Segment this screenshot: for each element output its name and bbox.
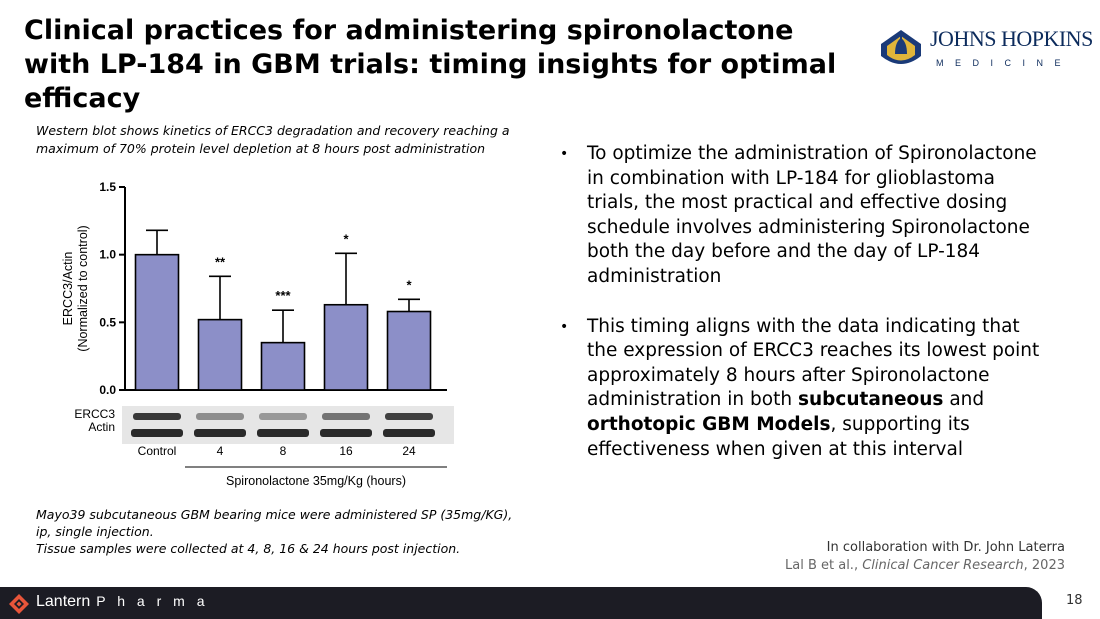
x-tick-label-Control: Control	[138, 444, 177, 458]
footer-brand: Lantern P h a r m a	[36, 593, 208, 611]
y-axis-label-2: (Normalized to control)	[76, 225, 90, 351]
credit-authors: Lal B et al.,	[785, 558, 863, 573]
ercc3-band-8	[259, 413, 307, 420]
johns-hopkins-logo: JOHNS HOPKINS MEDICINE	[878, 22, 1093, 72]
credit-year: , 2023	[1023, 558, 1065, 573]
y-tick-label: 0.5	[99, 315, 116, 329]
y-tick-label: 0.0	[99, 383, 116, 397]
x-axis-label: Spironolactone 35mg/Kg (hours)	[226, 474, 406, 488]
y-tick-label: 1.0	[99, 248, 116, 262]
bar-4	[197, 318, 243, 391]
y-axis-label: ERCC3/Actin	[61, 252, 75, 326]
bullet-2-mid: and	[943, 389, 985, 411]
x-tick-label-16: 16	[339, 444, 353, 458]
significance-24: *	[406, 277, 412, 292]
blot-label-ercc3: ERCC3	[74, 407, 115, 421]
page-title: Clinical practices for administering spi…	[24, 15, 837, 114]
ercc3-band-16	[322, 413, 370, 420]
actin-band-16	[320, 429, 372, 437]
bullet-item-1: • To optimize the administration of Spir…	[560, 142, 1040, 290]
bullet-2-pre: This timing aligns with the data indicat…	[587, 315, 1040, 411]
x-tick-label-4: 4	[217, 444, 224, 458]
bar-Control	[134, 253, 180, 391]
caption-top: Western blot shows kinetics of ERCC3 deg…	[36, 123, 510, 156]
bullet-dot-icon: •	[560, 146, 569, 162]
x-tick-label-8: 8	[280, 444, 287, 458]
bullet-item-2: • This timing aligns with the data indic…	[560, 315, 1040, 463]
actin-band-8	[257, 429, 309, 437]
bullet-2-bold-2: orthotopic GBM Models	[587, 413, 831, 435]
caption-line-2: ip, single injection.	[36, 524, 154, 539]
ercc3-band-Control	[133, 413, 181, 420]
bar-24	[386, 310, 432, 391]
bullet-text-2: This timing aligns with the data indicat…	[587, 316, 1039, 460]
footer-bar: Lantern P h a r m a	[0, 587, 1042, 619]
actin-band-24	[383, 429, 435, 437]
bullet-text-1: To optimize the administration of Spiron…	[587, 143, 1037, 287]
significance-4: **	[215, 254, 226, 269]
credit-journal: Clinical Cancer Research	[862, 558, 1024, 573]
brand-name: Lantern	[36, 593, 91, 610]
bar-8	[260, 341, 306, 391]
credit: In collaboration with Dr. John Laterra L…	[785, 539, 1065, 575]
caption-bottom: Mayo39 subcutaneous GBM bearing mice wer…	[36, 506, 513, 557]
credit-line-1: In collaboration with Dr. John Laterra	[826, 540, 1065, 555]
brand-sub: P h a r m a	[96, 593, 209, 609]
blot-label-actin: Actin	[88, 420, 115, 434]
dome-icon	[881, 30, 921, 64]
bullet-list: • To optimize the administration of Spir…	[560, 142, 1040, 487]
bullet-dot-icon: •	[560, 318, 569, 335]
actin-band-Control	[131, 429, 183, 437]
ercc3-band-24	[385, 413, 433, 420]
x-tick-label-24: 24	[402, 444, 416, 458]
significance-8: ***	[275, 288, 291, 303]
lantern-diamond-icon	[9, 594, 29, 614]
caption-line-3: Tissue samples were collected at 4, 8, 1…	[36, 541, 461, 556]
credit-line-2: Lal B et al., Clinical Cancer Research, …	[785, 557, 1065, 575]
logo-sub: MEDICINE	[936, 58, 1073, 68]
western-blot-image	[122, 406, 454, 444]
bar-16	[323, 303, 369, 391]
bullet-2-bold-1: subcutaneous	[797, 389, 944, 411]
y-tick-label: 1.5	[99, 180, 116, 194]
bullet-2-post: , supporting its effectiveness when give…	[587, 413, 970, 460]
caption-line-1: Mayo39 subcutaneous GBM bearing mice wer…	[36, 507, 513, 522]
significance-16: *	[343, 231, 349, 246]
actin-band-4	[194, 429, 246, 437]
bar-chart: 0.0 0.5 1.0 1.5 ERCC3/Actin (Normalized to co…	[61, 180, 454, 488]
page-number: 18	[1066, 593, 1083, 608]
ercc3-band-4	[196, 413, 244, 420]
logo-name: JOHNS HOPKINS	[930, 26, 1093, 51]
